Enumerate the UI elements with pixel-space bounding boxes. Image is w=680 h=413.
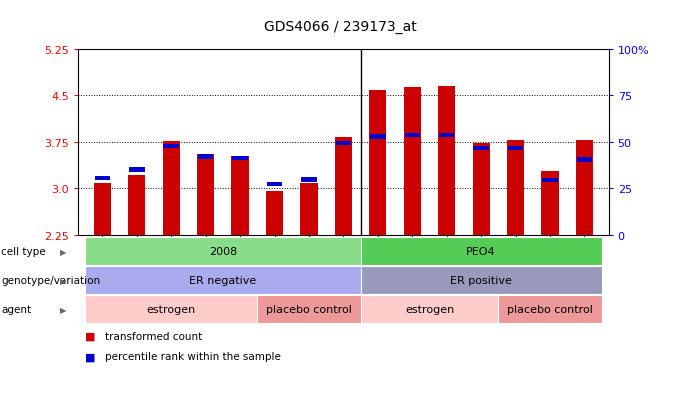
Text: ▶: ▶ xyxy=(60,247,67,256)
Text: ER negative: ER negative xyxy=(189,275,256,285)
Text: estrogen: estrogen xyxy=(147,304,196,314)
Bar xyxy=(267,182,282,187)
Bar xyxy=(266,192,283,235)
Bar xyxy=(370,135,386,140)
Text: placebo control: placebo control xyxy=(266,304,352,314)
Text: ■: ■ xyxy=(85,351,95,361)
Bar xyxy=(336,141,351,146)
Bar xyxy=(541,172,559,235)
Bar xyxy=(198,155,214,159)
Bar xyxy=(128,176,146,235)
Text: ▶: ▶ xyxy=(60,276,67,285)
Bar xyxy=(473,144,490,235)
Bar xyxy=(129,168,144,172)
Bar xyxy=(405,134,420,138)
Bar xyxy=(438,87,456,235)
Bar xyxy=(439,134,454,138)
Text: estrogen: estrogen xyxy=(405,304,454,314)
Bar xyxy=(197,155,214,235)
Text: ▶: ▶ xyxy=(60,305,67,314)
Text: PEO4: PEO4 xyxy=(466,247,496,256)
Bar xyxy=(301,184,318,235)
Bar xyxy=(301,178,317,182)
Bar xyxy=(231,157,249,235)
Bar xyxy=(94,184,111,235)
Bar xyxy=(233,157,248,161)
Bar xyxy=(542,178,558,183)
Bar xyxy=(508,146,524,150)
Bar xyxy=(576,141,593,235)
Text: ER positive: ER positive xyxy=(450,275,512,285)
Bar xyxy=(95,177,110,181)
Text: transformed count: transformed count xyxy=(105,331,203,341)
Text: genotype/variation: genotype/variation xyxy=(1,275,101,285)
Text: cell type: cell type xyxy=(1,247,46,256)
Bar xyxy=(507,141,524,235)
Bar xyxy=(369,90,386,235)
Bar xyxy=(335,138,352,235)
Bar xyxy=(473,146,489,150)
Bar xyxy=(577,158,592,162)
Text: percentile rank within the sample: percentile rank within the sample xyxy=(105,351,282,361)
Bar xyxy=(163,145,179,149)
Bar xyxy=(163,141,180,235)
Text: agent: agent xyxy=(1,304,31,314)
Bar xyxy=(404,88,421,235)
Text: ■: ■ xyxy=(85,331,95,341)
Text: GDS4066 / 239173_at: GDS4066 / 239173_at xyxy=(264,20,416,34)
Text: 2008: 2008 xyxy=(209,247,237,256)
Text: placebo control: placebo control xyxy=(507,304,593,314)
